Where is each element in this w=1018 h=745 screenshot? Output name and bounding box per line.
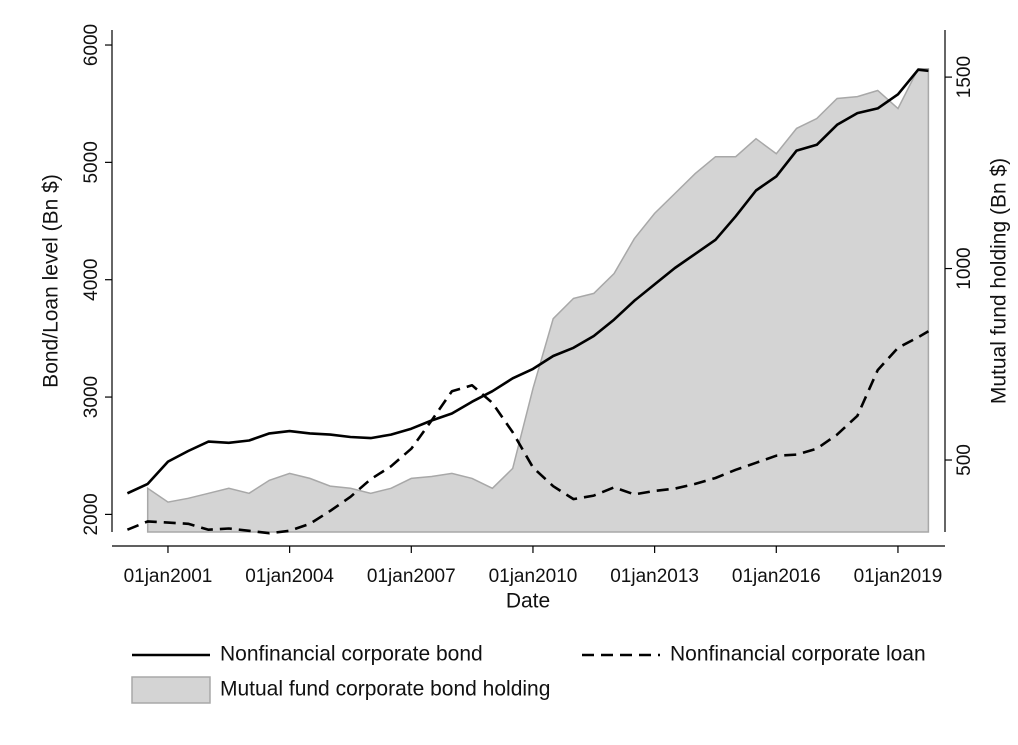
y2-tick-label: 500 bbox=[954, 444, 975, 476]
legend-label: Mutual fund corporate bond holding bbox=[220, 678, 550, 701]
y-axis-title: Bond/Loan level (Bn $) bbox=[40, 174, 63, 388]
legend-swatch bbox=[131, 676, 211, 704]
x-tick-label: 01jan2004 bbox=[245, 566, 334, 587]
y2-tick-label: 1500 bbox=[954, 56, 975, 98]
series-line bbox=[126, 68, 929, 495]
x-tick-label: 01jan2013 bbox=[610, 566, 699, 587]
y-tick-label: 6000 bbox=[81, 24, 102, 66]
y2-tick-label: 1000 bbox=[954, 247, 975, 289]
y2-axis-title: Mutual fund holding (Bn $) bbox=[988, 158, 1011, 404]
y-tick-label: 5000 bbox=[81, 141, 102, 183]
series-line bbox=[126, 330, 930, 535]
y-tick-label: 2000 bbox=[81, 493, 102, 535]
x-tick-label: 01jan2001 bbox=[124, 566, 213, 587]
x-tick-label: 01jan2007 bbox=[367, 566, 456, 587]
x-tick-label: 01jan2019 bbox=[854, 566, 943, 587]
x-axis-title: Date bbox=[506, 590, 550, 613]
legend-label: Nonfinancial corporate loan bbox=[670, 643, 926, 666]
x-tick-label: 01jan2010 bbox=[489, 566, 578, 587]
y-tick-label: 3000 bbox=[81, 376, 102, 418]
legend-label: Nonfinancial corporate bond bbox=[220, 643, 483, 666]
x-tick-label: 01jan2016 bbox=[732, 566, 821, 587]
y-tick-label: 4000 bbox=[81, 259, 102, 301]
series-area bbox=[146, 67, 930, 533]
